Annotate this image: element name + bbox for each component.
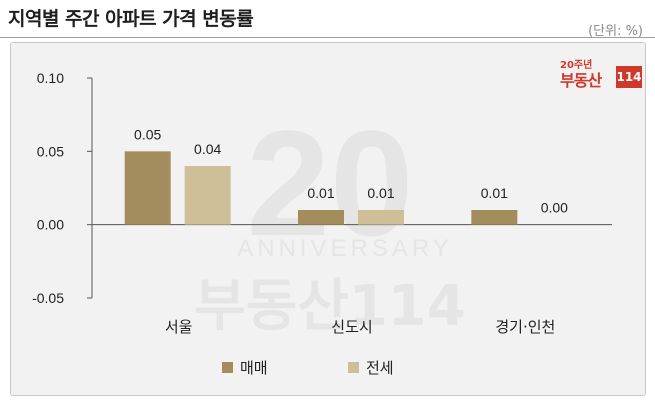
logo-brand-text: 부동산 bbox=[560, 71, 602, 90]
y-tick-label: -0.05 bbox=[32, 290, 64, 306]
legend: 매매 전세 bbox=[222, 359, 394, 377]
bar bbox=[124, 151, 171, 225]
bar-value-label: 0.01 bbox=[367, 185, 394, 201]
legend-label: 전세 bbox=[366, 359, 394, 377]
bar-value-label: 0.04 bbox=[194, 141, 221, 157]
svg-text:20: 20 bbox=[247, 99, 414, 267]
title-divider bbox=[0, 37, 655, 38]
brand-logo: 20주년 부동산 114 bbox=[560, 56, 644, 90]
legend-label: 매매 bbox=[240, 359, 268, 377]
bar bbox=[358, 210, 404, 225]
y-tick-label: 0.10 bbox=[37, 70, 64, 86]
x-category-label: 경기·인천 bbox=[495, 318, 555, 336]
svg-text:ANNIVERSARY: ANNIVERSARY bbox=[237, 235, 453, 262]
bar-value-label: 0.01 bbox=[307, 185, 334, 201]
y-tick-label: 0.00 bbox=[37, 217, 64, 233]
x-category-label: 서울 bbox=[165, 318, 193, 336]
svg-text:부동산114: 부동산114 bbox=[194, 274, 465, 339]
unit-label: (단위: %) bbox=[588, 24, 643, 39]
bars bbox=[124, 151, 518, 225]
axes: 0.10 0.05 0.00 -0.05 bbox=[32, 70, 612, 306]
y-tick-label: 0.05 bbox=[37, 143, 64, 159]
bar-value-label: 0.05 bbox=[134, 126, 161, 142]
legend-swatch bbox=[348, 362, 359, 373]
x-category-label: 신도시 bbox=[331, 318, 372, 336]
data-labels: 서울 0.05 0.04 신도시 0.01 0.01 경기·인천 0.01 0.00 bbox=[134, 126, 568, 336]
legend-swatch bbox=[222, 362, 233, 373]
logo-number-badge: 114 bbox=[616, 66, 642, 88]
bar-value-label: 0.01 bbox=[481, 185, 508, 201]
bar bbox=[184, 166, 231, 225]
chart-title: 지역별 주간 아파트 가격 변동률 bbox=[8, 8, 254, 30]
bar-value-label: 0.00 bbox=[541, 200, 568, 216]
bar bbox=[298, 210, 344, 225]
bar bbox=[471, 210, 518, 225]
logo-anniversary-text: 20주년 bbox=[560, 60, 593, 71]
watermark: 20 ANNIVERSARY 부동산114 bbox=[194, 99, 465, 339]
